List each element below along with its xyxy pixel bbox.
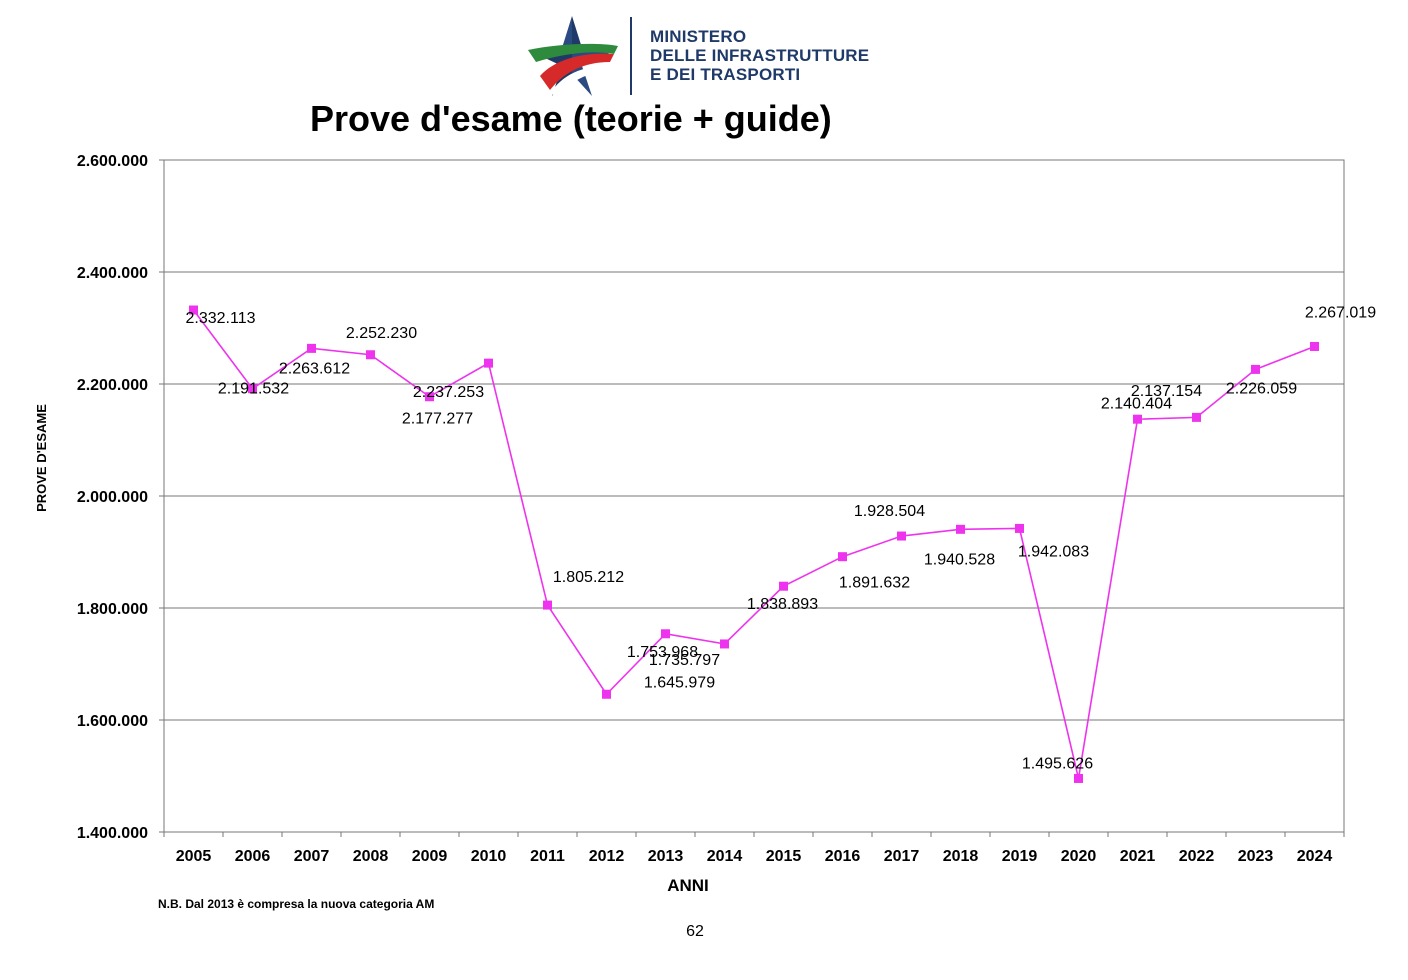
x-axis-label: ANNI	[667, 876, 709, 895]
x-tick-label: 2006	[235, 848, 271, 865]
x-tick-label: 2015	[766, 848, 802, 865]
x-tick-label: 2018	[943, 848, 979, 865]
y-tick-labels: 1.400.000 1.600.000 1.800.000 2.000.000 2.20…	[77, 153, 148, 842]
series-line	[192, 309, 1315, 779]
x-tick-label: 2019	[1002, 848, 1038, 865]
x-tick-label: 2011	[530, 848, 565, 865]
data-marker	[661, 629, 670, 639]
chart-title: Prove d'esame (teorie + guide)	[310, 98, 832, 139]
x-tick-labels: 2005 2006 2007 2008 2009 2010 2011 2012 2013 2014…	[163, 832, 1345, 865]
data-label: 1.805.212	[553, 569, 624, 586]
data-marker	[1251, 364, 1260, 374]
y-tick-label: 1.600.000	[77, 713, 148, 730]
data-label: 1.891.632	[839, 575, 910, 592]
ministry-logo	[528, 16, 618, 96]
page-number: 62	[686, 923, 704, 940]
y-axis-label: PROVE D'ESAME	[34, 404, 49, 512]
x-tick-label: 2010	[471, 848, 507, 865]
data-marker	[779, 581, 788, 591]
footnote: N.B. Dal 2013 è compresa la nuova catego…	[158, 897, 435, 911]
data-marker	[307, 343, 316, 353]
x-tick-label: 2008	[353, 848, 389, 865]
data-label: 1.838.893	[747, 596, 818, 613]
data-marker	[484, 358, 493, 368]
data-marker	[602, 689, 611, 699]
data-marker	[956, 524, 965, 534]
data-marker	[897, 531, 906, 541]
logo-divider	[630, 17, 632, 95]
data-label: 2.267.019	[1305, 304, 1376, 321]
data-label: 2.191.532	[218, 381, 289, 398]
x-tick-label: 2016	[825, 848, 861, 865]
data-label: 2.177.277	[402, 411, 473, 428]
x-tick-label: 2017	[884, 848, 920, 865]
logo-line-1: MINISTERO	[650, 27, 747, 46]
logo-line-2: DELLE INFRASTRUTTURE	[650, 46, 870, 65]
data-marker	[838, 552, 847, 562]
data-label: 2.332.113	[186, 310, 256, 327]
star-emblem-icon	[528, 16, 618, 96]
data-marker	[1133, 414, 1142, 424]
data-label: 1.942.083	[1018, 543, 1089, 560]
y-tick-label: 1.400.000	[77, 825, 148, 842]
x-tick-label: 2013	[648, 848, 684, 865]
data-label: 2.252.230	[346, 325, 417, 342]
data-label: 2.237.253	[413, 384, 484, 401]
data-label: 1.735.797	[649, 652, 720, 669]
data-marker	[248, 384, 257, 394]
x-tick-label: 2005	[176, 848, 212, 865]
y-tick-label: 2.000.000	[77, 489, 148, 506]
line-chart: 1.400.000 1.600.000 1.800.000 2.000.000 2.20…	[34, 153, 1377, 895]
x-tick-label: 2007	[294, 848, 330, 865]
x-tick-label: 2012	[589, 848, 625, 865]
x-tick-label: 2024	[1297, 848, 1333, 865]
data-label: 1.645.979	[644, 674, 715, 691]
data-label: 2.226.059	[1226, 380, 1297, 397]
data-label: 1.928.504	[854, 503, 925, 520]
data-label: 1.753.968	[627, 644, 698, 661]
data-marker	[1074, 773, 1083, 783]
data-marker	[720, 639, 729, 649]
y-tick-label: 2.600.000	[77, 153, 148, 170]
x-tick-label: 2021	[1120, 848, 1156, 865]
data-marker	[543, 600, 552, 610]
x-tick-label: 2020	[1061, 848, 1097, 865]
y-tick-label: 2.400.000	[77, 265, 148, 282]
data-label: 2.140.404	[1101, 395, 1172, 412]
data-markers	[189, 305, 1319, 783]
data-label: 2.137.154	[1131, 383, 1202, 400]
data-labels: 2.332.113 2.191.532 2.263.612 2.252.230 2.17…	[186, 304, 1377, 772]
logo-line-3: E DEI TRASPORTI	[650, 65, 801, 84]
data-marker	[366, 350, 375, 360]
data-marker	[1192, 412, 1201, 422]
data-label: 2.263.612	[279, 360, 350, 377]
data-marker	[1310, 341, 1319, 351]
data-marker	[1015, 523, 1024, 533]
y-tick-label: 1.800.000	[77, 601, 148, 618]
y-tick-label: 2.200.000	[77, 377, 148, 394]
x-tick-label: 2009	[412, 848, 448, 865]
data-label: 1.495.626	[1022, 755, 1093, 772]
data-marker	[189, 305, 198, 315]
x-tick-label: 2023	[1238, 848, 1274, 865]
data-label: 1.940.528	[924, 551, 995, 568]
grid-lines	[159, 159, 1344, 833]
logo-text: MINISTERO DELLE INFRASTRUTTURE E DEI TRA…	[650, 27, 869, 84]
x-tick-label: 2022	[1179, 848, 1215, 865]
x-tick-label: 2014	[707, 848, 743, 865]
data-marker	[425, 392, 434, 402]
